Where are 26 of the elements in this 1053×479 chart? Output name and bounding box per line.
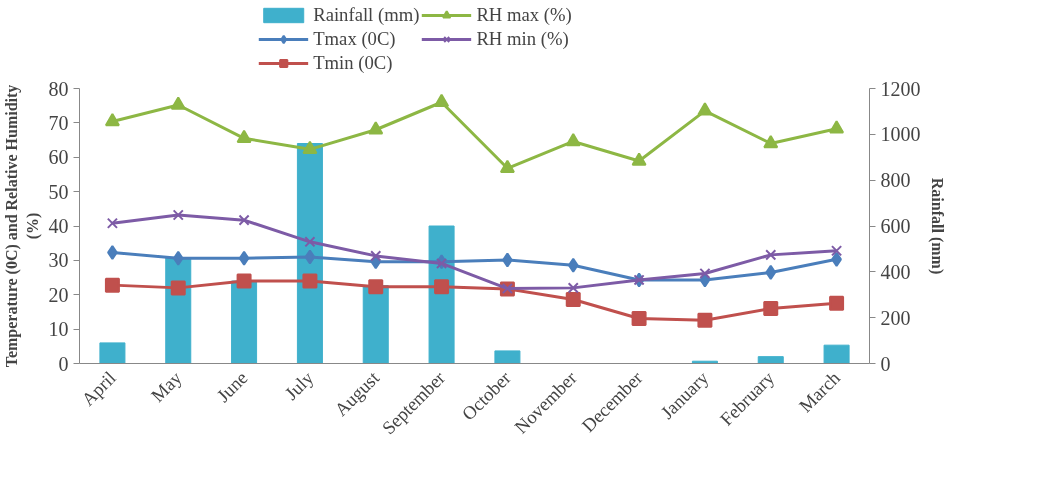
legend-label: RH max (%) [476, 4, 572, 26]
y2-axis-title: Rainfall (mm) [927, 177, 946, 275]
x-tick-label: July [280, 366, 318, 404]
x-tick-label: May [146, 366, 187, 407]
y2-tick-label: 600 [880, 215, 911, 237]
y-tick-label: 20 [48, 283, 69, 306]
legend-label: RH min (%) [476, 28, 569, 50]
legend-label: Tmax (0C) [313, 28, 396, 50]
legend-label: Tmin (0C) [313, 52, 393, 74]
y2-tick-label: 0 [880, 352, 891, 375]
y-tick-label: 50 [48, 180, 69, 203]
x-tick-label: June [212, 367, 252, 407]
y-tick-label: 60 [48, 146, 69, 169]
y2-tick-label: 400 [880, 260, 911, 283]
y-axis-title: Temperature (0C) and Relative Humidity (%) [3, 84, 42, 368]
y-tick-label: 40 [48, 215, 69, 237]
y2-tick-label: 1200 [880, 77, 921, 100]
y2-tick-label: 200 [880, 306, 911, 329]
y-tick-label: 10 [48, 318, 69, 341]
y2-tick-label: 800 [880, 169, 911, 192]
y-tick-label: 30 [48, 249, 69, 272]
y2-tick-label: 1000 [880, 123, 921, 146]
y-tick-label: 80 [48, 77, 69, 100]
legend-label: Rainfall (mm) [313, 4, 420, 26]
y-tick-label: 0 [58, 352, 69, 375]
y-tick-label: 70 [48, 111, 69, 134]
